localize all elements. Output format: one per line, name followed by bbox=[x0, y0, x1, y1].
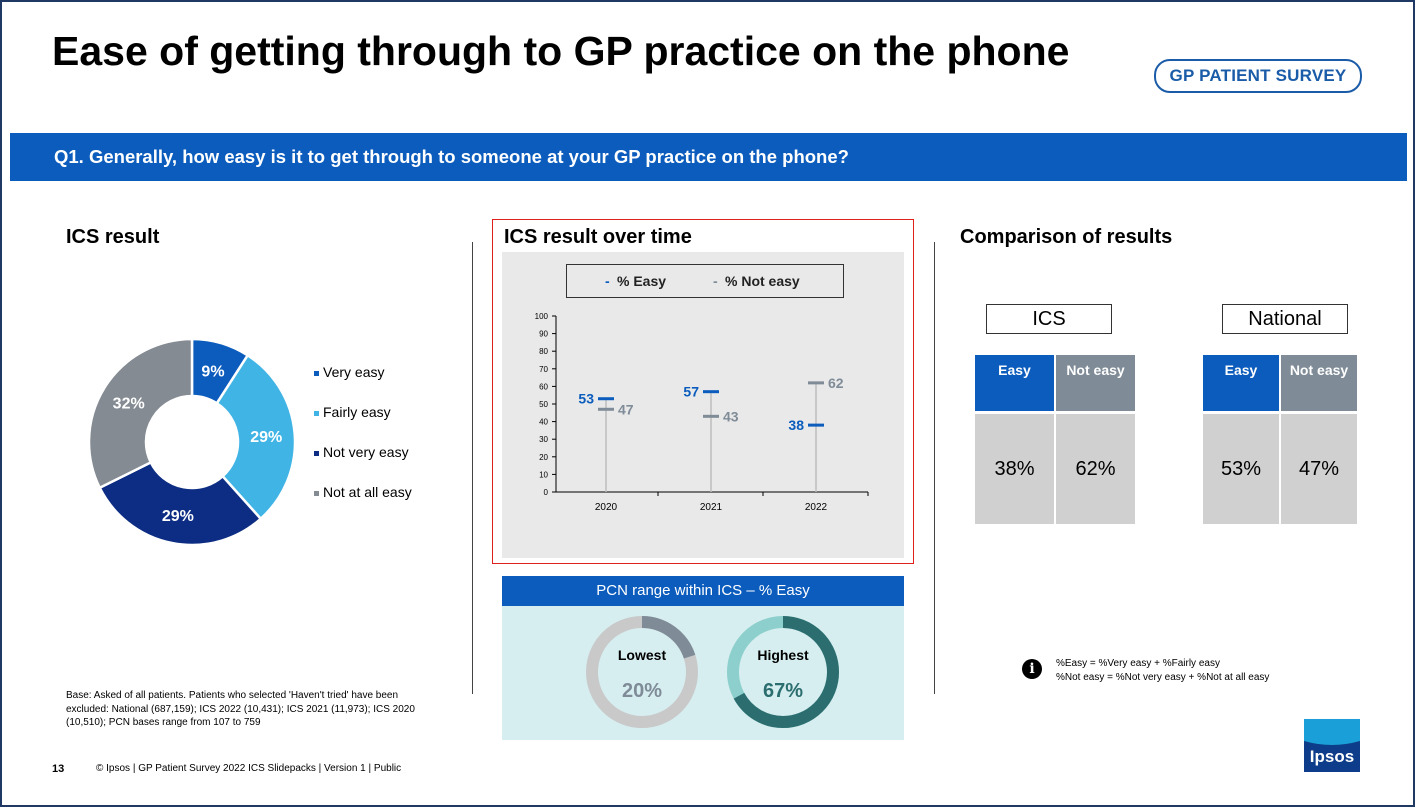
ipsos-logo: Ipsos bbox=[1304, 719, 1360, 772]
legend-label: Not very easy bbox=[323, 444, 409, 460]
trend-title: ICS result over time bbox=[504, 226, 692, 248]
donut-label-not-very-easy: 29% bbox=[162, 508, 194, 525]
y-tick-label: 60 bbox=[539, 382, 548, 391]
highest-label: Highest bbox=[757, 647, 809, 663]
national-not-easy-value: 47% bbox=[1281, 414, 1357, 524]
y-tick-label: 80 bbox=[539, 347, 548, 356]
data-label-easy-2020: 53 bbox=[578, 391, 594, 407]
ics-not-easy-value: 62% bbox=[1056, 414, 1135, 524]
legend-not-easy-marker: - bbox=[713, 273, 718, 289]
info-line-not-easy: %Not easy = %Not very easy + %Not at all… bbox=[1056, 672, 1270, 683]
data-label-not-easy-2022: 62 bbox=[828, 375, 844, 391]
x-tick-label-2022: 2022 bbox=[805, 502, 828, 513]
divider-left bbox=[472, 242, 473, 694]
legend-item-not-very-easy: Not very easy bbox=[314, 444, 409, 460]
data-label-easy-2021: 57 bbox=[683, 384, 699, 400]
pcn-range-title: PCN range within ICS – % Easy bbox=[502, 576, 904, 606]
y-tick-label: 90 bbox=[539, 330, 548, 339]
question-bar: Q1. Generally, how easy is it to get thr… bbox=[10, 133, 1407, 181]
x-tick-label-2021: 2021 bbox=[700, 502, 723, 513]
legend-label: Fairly easy bbox=[323, 404, 391, 420]
data-label-not-easy-2021: 43 bbox=[723, 408, 739, 424]
legend-easy-label: % Easy bbox=[617, 273, 667, 289]
legend-swatch bbox=[314, 450, 319, 456]
page-title: Ease of getting through to GP practice o… bbox=[52, 28, 1070, 74]
trend-legend: - % Easy - % Not easy bbox=[566, 264, 844, 298]
divider-right bbox=[934, 242, 935, 694]
gp-patient-survey-logo: GP PATIENT SURVEY bbox=[1154, 59, 1362, 93]
legend-label: Not at all easy bbox=[323, 484, 412, 500]
comparison-title: Comparison of results bbox=[960, 226, 1173, 248]
info-icon: i bbox=[1022, 659, 1042, 679]
legend-item-not-at-all-easy: Not at all easy bbox=[314, 484, 412, 500]
ipsos-logo-text: Ipsos bbox=[1310, 747, 1354, 766]
legend-not-easy-label: % Not easy bbox=[725, 273, 800, 289]
highest-value: 67% bbox=[763, 680, 803, 702]
y-tick-label: 30 bbox=[539, 435, 548, 444]
national-easy-value: 53% bbox=[1203, 414, 1279, 524]
legend-label: Very easy bbox=[323, 364, 385, 380]
y-tick-label: 0 bbox=[544, 488, 549, 497]
y-tick-label: 10 bbox=[539, 470, 548, 479]
footer-text: © Ipsos | GP Patient Survey 2022 ICS Sli… bbox=[96, 763, 402, 774]
pcn-range-gauges: Lowest 20% Highest 67% bbox=[586, 616, 839, 728]
lowest-label: Lowest bbox=[618, 647, 667, 663]
ics-easy-value: 38% bbox=[975, 414, 1054, 524]
national-not-easy-header: Not easy bbox=[1281, 355, 1357, 411]
ics-comparison-label: ICS bbox=[986, 304, 1112, 334]
ics-result-title: ICS result bbox=[66, 226, 160, 248]
legend-item-very-easy: Very easy bbox=[314, 364, 384, 380]
y-tick-label: 100 bbox=[535, 312, 549, 321]
legend-swatch bbox=[314, 490, 319, 496]
trend-highlight-frame bbox=[492, 219, 914, 564]
base-note: Base: Asked of all patients. Patients wh… bbox=[66, 690, 415, 728]
legend-swatch bbox=[314, 370, 319, 376]
national-easy-header: Easy bbox=[1203, 355, 1279, 411]
lowest-gauge-fill bbox=[586, 616, 698, 728]
ics-easy-header: Easy bbox=[975, 355, 1054, 411]
national-comparison-label: National bbox=[1222, 304, 1348, 334]
trend-chart: 0 10 20 30 40 50 60 70 80 90 100 2020 2021 2022 53 47 57… bbox=[535, 312, 869, 513]
x-tick-label-2020: 2020 bbox=[595, 502, 618, 513]
y-tick-label: 70 bbox=[539, 365, 548, 374]
donut-slice-not-at-all-easy bbox=[87, 337, 194, 490]
ics-not-easy-header: Not easy bbox=[1056, 355, 1135, 411]
page-number: 13 bbox=[52, 763, 65, 775]
legend-easy-marker: - bbox=[605, 273, 610, 289]
legend-item-fairly-easy: Fairly easy bbox=[314, 404, 391, 420]
highest-gauge-fill bbox=[727, 616, 839, 728]
donut-label-very-easy: 9% bbox=[201, 364, 224, 381]
info-line-easy: %Easy = %Very easy + %Fairly easy bbox=[1056, 658, 1220, 669]
y-tick-label: 20 bbox=[539, 453, 548, 462]
y-tick-label: 40 bbox=[539, 418, 548, 427]
data-label-not-easy-2020: 47 bbox=[618, 401, 634, 417]
donut-label-fairly-easy: 29% bbox=[250, 429, 282, 446]
y-tick-label: 50 bbox=[539, 400, 548, 409]
ics-result-donut-chart: 9% 29% 29% 32% bbox=[87, 337, 297, 547]
donut-label-not-at-all-easy: 32% bbox=[113, 396, 145, 413]
donut-slice-not-very-easy bbox=[98, 460, 263, 547]
lowest-value: 20% bbox=[622, 680, 662, 702]
trend-chart-background bbox=[502, 252, 904, 558]
legend-swatch bbox=[314, 410, 319, 416]
donut-slice-fairly-easy bbox=[215, 353, 297, 521]
info-text: %Easy = %Very easy + %Fairly easy %Not e… bbox=[1056, 657, 1356, 685]
data-label-easy-2022: 38 bbox=[788, 417, 804, 433]
